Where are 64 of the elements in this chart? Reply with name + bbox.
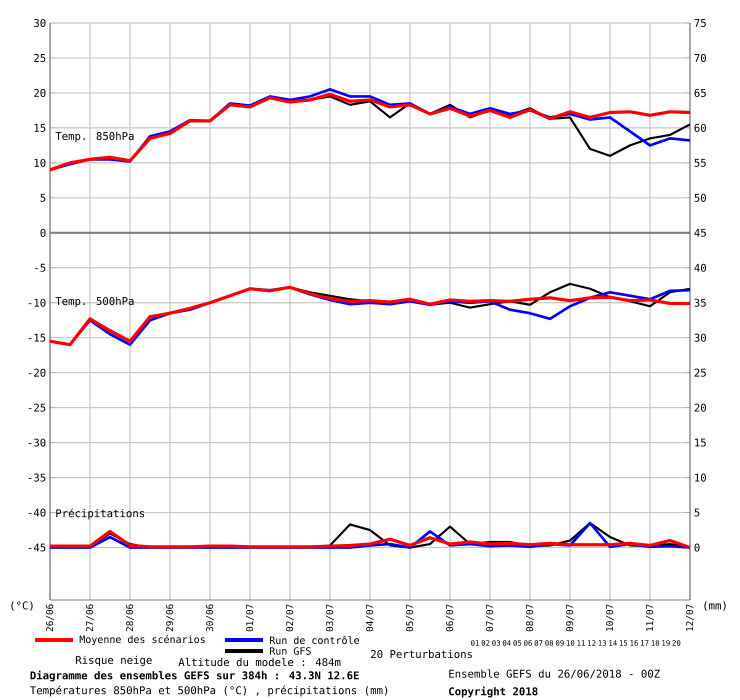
- y2-tick-label: 25: [694, 368, 706, 377]
- y2-tick-label: 0: [694, 543, 700, 552]
- y2-axis-title: (mm): [704, 601, 726, 611]
- y-tick-label: -5: [35, 264, 46, 272]
- x-tick-label: 26/06: [46, 604, 54, 632]
- text: Températures 850hPa et 500hPa (°C) , précipitations (mm): [30, 686, 388, 696]
- x-tick-label: 02/07: [286, 604, 294, 632]
- x-tick-label: 11/07: [646, 604, 654, 631]
- y-tick-label: -35: [28, 474, 46, 482]
- x-tick-label: 30/06: [206, 604, 214, 632]
- y2-tick-label: 20: [694, 404, 706, 412]
- y2-tick-label: 5: [694, 508, 700, 517]
- legend-label: Run de contrôle: [270, 636, 359, 644]
- text: Copyright 2018: [449, 686, 538, 698]
- annotation: Précipitations: [56, 508, 144, 520]
- y-tick-label: -30: [28, 438, 46, 447]
- y2-tick-label: 35: [694, 298, 706, 307]
- x-tick-label: 03/07: [326, 604, 334, 632]
- text: 20 Perturbations: [371, 650, 472, 658]
- legend-label: Run GFS: [270, 647, 311, 655]
- y-tick-label: 20: [34, 88, 46, 97]
- text: Risque neige: [76, 656, 152, 666]
- y-axis-title: (°C): [11, 601, 33, 611]
- x-tick-label: 04/07: [366, 604, 374, 632]
- text: Diagramme des ensembles GEFS sur 384h : 43.3N 12.6E: [30, 670, 359, 682]
- x-tick-label: 01/07: [246, 604, 254, 632]
- y-tick-label: -10: [28, 298, 46, 307]
- y2-tick-label: 15: [695, 438, 706, 447]
- x-tick-label: 12/07: [686, 604, 694, 631]
- y-tick-label: -15: [28, 334, 46, 342]
- y-tick-label: -25: [28, 404, 46, 412]
- y-tick-label: 30: [34, 18, 46, 28]
- y-tick-label: 0: [40, 228, 46, 237]
- x-tick-label: 06/07: [446, 604, 454, 632]
- x-tick-label: 08/07: [526, 604, 534, 632]
- x-tick-label: 28/06: [126, 604, 134, 632]
- x-tick-label: 27/06: [86, 604, 94, 632]
- x-tick-label: 10/07: [606, 604, 614, 631]
- y-tick-label: 5: [40, 194, 46, 202]
- y-tick-label: 10: [34, 158, 46, 167]
- text: Altitude du modele : 484m: [178, 658, 340, 666]
- y2-tick-label: 50: [694, 194, 706, 202]
- x-tick-label: 05/07: [406, 604, 414, 632]
- y-tick-label: -40: [28, 508, 46, 517]
- y-tick-label: 25: [34, 54, 46, 62]
- y2-tick-label: 30: [694, 334, 706, 342]
- annotation: Temp. 850hPa: [56, 132, 134, 142]
- y2-tick-label: 40: [694, 264, 706, 272]
- y2-tick-label: 45: [694, 228, 706, 237]
- annotation: Temp. 500hPa: [56, 296, 134, 308]
- text: Ensemble GEFS du 26/06/2018 - 00Z: [449, 669, 660, 679]
- y-tick-label: -20: [28, 368, 46, 377]
- x-tick-label: 07/07: [486, 604, 494, 632]
- y-tick-label: 15: [34, 124, 46, 132]
- y2-tick-label: 65: [694, 88, 706, 97]
- y-tick-label: -45: [28, 544, 46, 552]
- y2-tick-label: 70: [694, 54, 706, 62]
- y2-tick-label: 75: [694, 19, 706, 27]
- y2-tick-label: 10: [695, 474, 706, 482]
- legend-label: Moyenne des scénarios: [80, 634, 205, 646]
- x-tick-label: 09/07: [566, 604, 574, 632]
- y2-tick-label: 55: [694, 158, 706, 167]
- y2-tick-label: 60: [694, 124, 706, 132]
- x-tick-label: 29/06: [166, 604, 174, 632]
